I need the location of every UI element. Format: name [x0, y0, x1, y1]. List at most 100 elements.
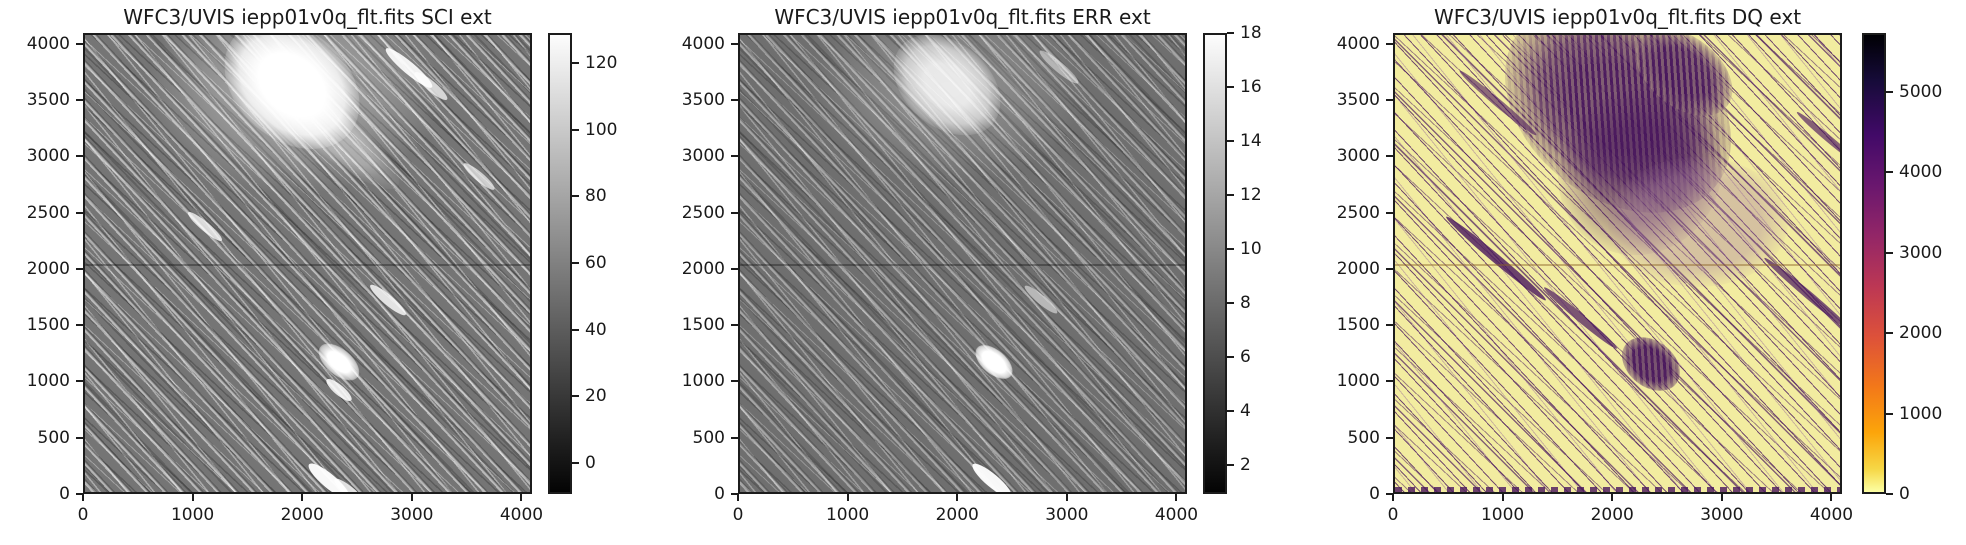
panel-title-err: WFC3/UVIS iepp01v0q_flt.fits ERR ext — [774, 5, 1151, 29]
x-tick-label: 4000 — [1154, 505, 1199, 525]
dq-streak-dash — [1761, 254, 1840, 335]
x-tick-mark — [301, 494, 304, 501]
err-x-axis: 0 1000 2000 3000 4000 — [733, 494, 1198, 534]
colorbar-tick-label: 16 — [1240, 77, 1262, 97]
x-tick-label: 0 — [732, 505, 744, 525]
panel-title-dq: WFC3/UVIS iepp01v0q_flt.fits DQ ext — [1433, 5, 1802, 29]
colorbar-tick-label: 14 — [1240, 131, 1262, 152]
colorbar-tick-mark — [1227, 464, 1234, 467]
y-tick-mark — [1386, 493, 1393, 495]
colorbar-tick-mark — [1227, 32, 1234, 34]
x-tick-label: 3000 — [1045, 505, 1089, 525]
x-tick-mark — [1611, 494, 1614, 501]
y-tick-mark — [731, 436, 738, 439]
colorbar-tick-mark — [1227, 140, 1234, 143]
colorbar-tick-mark — [572, 128, 579, 131]
dq-streak-dash — [1541, 284, 1620, 352]
y-tick-mark — [1386, 42, 1393, 45]
y-tick-label: 1000 — [26, 371, 70, 392]
y-tick-mark — [1386, 267, 1393, 270]
err-colorbar — [1203, 33, 1227, 494]
x-tick-mark — [520, 494, 523, 501]
x-tick-mark — [846, 494, 849, 501]
y-tick-mark — [76, 155, 83, 158]
x-tick-label: 2000 — [280, 505, 324, 525]
y-tick-mark — [76, 42, 83, 45]
x-tick-label: 4000 — [1809, 505, 1854, 525]
y-tick-label: 3000 — [26, 146, 70, 167]
y-tick-mark — [76, 99, 83, 102]
dq-colorbar — [1862, 33, 1886, 494]
dq-image-panel — [1393, 33, 1842, 494]
colorbar-tick-mark — [1886, 412, 1893, 415]
err-chip-gap-line — [740, 263, 1185, 266]
y-tick-mark — [1386, 324, 1393, 327]
y-tick-label: 2000 — [1336, 258, 1380, 279]
x-tick-mark — [956, 494, 959, 501]
colorbar-tick-mark — [572, 328, 579, 331]
x-tick-label: 2000 — [1590, 505, 1634, 525]
colorbar-tick-label: 1000 — [1899, 403, 1943, 424]
colorbar-tick-label: 6 — [1240, 347, 1251, 368]
y-tick-label: 1500 — [681, 315, 725, 336]
colorbar-tick-mark — [572, 462, 579, 464]
err-streak-dash — [1022, 283, 1061, 317]
y-tick-mark — [1386, 155, 1393, 158]
dq-haze — [1607, 157, 1788, 288]
sci-streak-dash — [185, 209, 225, 245]
y-tick-label: 3500 — [26, 90, 70, 111]
colorbar-tick-label: 18 — [1240, 23, 1262, 43]
colorbar-tick-label: 10 — [1240, 239, 1262, 260]
y-tick-label: 500 — [37, 427, 70, 448]
y-tick-label: 0 — [59, 484, 70, 504]
colorbar-tick-label: 80 — [585, 186, 607, 207]
x-tick-mark — [191, 494, 194, 501]
x-tick-mark — [1720, 494, 1723, 501]
sci-colorbar — [548, 33, 572, 494]
y-tick-mark — [1386, 99, 1393, 102]
y-tick-label: 3500 — [681, 90, 725, 111]
colorbar-tick-label: 60 — [585, 253, 607, 273]
y-tick-label: 0 — [1369, 484, 1380, 504]
y-tick-mark — [1386, 211, 1393, 214]
colorbar-tick-label: 40 — [585, 319, 607, 340]
y-tick-mark — [1386, 436, 1393, 439]
y-tick-mark — [76, 267, 83, 270]
dq-x-axis: 0 1000 2000 3000 4000 — [1388, 494, 1853, 534]
sci-colorbar-ticks: 120 100 80 60 40 20 0 — [572, 33, 652, 494]
y-tick-mark — [731, 493, 738, 495]
y-tick-label: 2000 — [681, 258, 725, 279]
colorbar-tick-mark — [1886, 493, 1893, 495]
sci-chip-gap-line — [85, 263, 530, 266]
err-y-axis: 0 500 1000 1500 2000 2500 3000 3500 4000 — [652, 33, 738, 504]
colorbar-tick-label: 100 — [585, 119, 618, 140]
colorbar-tick-label: 0 — [585, 453, 596, 473]
colorbar-tick-label: 2000 — [1899, 323, 1943, 344]
y-tick-label: 2500 — [26, 202, 70, 223]
colorbar-tick-label: 12 — [1240, 185, 1262, 206]
dq-chip-gap-line — [1395, 263, 1840, 266]
y-tick-mark — [731, 324, 738, 327]
colorbar-tick-mark — [1227, 410, 1234, 413]
err-bottom-streak — [968, 459, 1016, 492]
y-tick-label: 4000 — [681, 33, 725, 54]
dq-streak-dash — [1442, 213, 1549, 305]
y-tick-label: 3000 — [681, 146, 725, 167]
colorbar-tick-mark — [572, 195, 579, 198]
x-tick-mark — [1065, 494, 1068, 501]
colorbar-tick-label: 5000 — [1899, 82, 1943, 102]
dq-bottom-speckle-row — [1395, 487, 1840, 492]
err-small-blob — [969, 338, 1019, 386]
y-tick-mark — [1386, 380, 1393, 383]
colorbar-tick-mark — [1886, 91, 1893, 93]
colorbar-tick-mark — [1227, 194, 1234, 197]
x-tick-mark — [82, 494, 84, 501]
colorbar-tick-label: 120 — [585, 53, 618, 73]
y-tick-label: 1000 — [681, 371, 725, 392]
y-tick-label: 1500 — [26, 315, 70, 336]
dq-colorbar-ticks: 5000 4000 3000 2000 1000 0 — [1886, 33, 1966, 504]
x-tick-mark — [1175, 494, 1178, 501]
y-tick-mark — [76, 436, 83, 439]
sci-y-axis: 0 500 1000 1500 2000 2500 3000 3500 4000 — [0, 33, 83, 504]
panel-title-sci: WFC3/UVIS iepp01v0q_flt.fits SCI ext — [123, 5, 492, 29]
